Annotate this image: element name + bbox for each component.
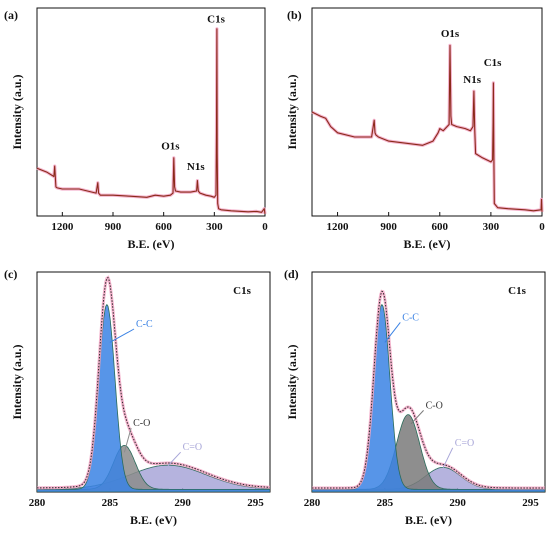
component-cc: [312, 303, 545, 492]
x-tick-label: 300: [206, 221, 223, 233]
x-tick-label: 290: [174, 497, 191, 509]
y-axis-label: Intensity (a.u.): [10, 74, 24, 149]
measured-data: [37, 276, 270, 489]
panel-label: (c): [4, 267, 17, 281]
chart-title: C1s: [508, 285, 526, 297]
label-arrow: [167, 451, 181, 466]
x-tick-label: 0: [262, 221, 268, 233]
x-tick-label: 285: [102, 497, 119, 509]
y-axis-label: Intensity (a.u.): [10, 344, 24, 419]
spectrum-envelope: [311, 43, 544, 213]
panel-b: (b) 1200 900 600 300 0 B.E. (eV) Intensity (a.u…: [285, 7, 545, 251]
component-label: C-C: [402, 312, 419, 323]
component-label: C=O: [183, 442, 203, 453]
fit-envelope: [37, 275, 270, 490]
plot-frame: [36, 271, 271, 493]
component-cc: [37, 303, 270, 492]
fit-envelope: [312, 289, 545, 490]
spectrum-line: [311, 44, 543, 212]
panel-c: (c) 280 285 290 295 B.E. (eV) Intensity (a.u.)…: [4, 267, 271, 527]
x-tick-label: 0: [539, 221, 545, 233]
x-tick-label: 290: [449, 497, 466, 509]
x-tick-label: 1200: [51, 221, 74, 233]
panel-label: (a): [4, 8, 18, 22]
peak-label: N1s: [463, 74, 481, 86]
peak-label: O1s: [441, 28, 460, 40]
x-axis-label: B.E. (eV): [404, 237, 451, 251]
fit-area: [312, 289, 545, 492]
x-tick-label: 1200: [327, 221, 350, 233]
label-arrow: [442, 447, 454, 469]
chart-title: C1s: [233, 285, 251, 297]
panel-d: (d) 280 285 290 295 B.E. (eV) Intensity (a.u.)…: [284, 267, 546, 527]
panel-label: (d): [284, 267, 299, 281]
label-arrow: [123, 427, 132, 453]
x-axis-label: B.E. (eV): [405, 513, 452, 527]
measured-data: [312, 290, 545, 489]
x-tick-label: 280: [29, 497, 46, 509]
x-tick-label: 600: [432, 221, 449, 233]
x-tick-label: 295: [522, 497, 539, 509]
x-tick-label: 600: [155, 221, 172, 233]
y-axis-label: Intensity (a.u.): [285, 74, 299, 149]
component-label: C=O: [455, 438, 475, 449]
spectrum-line: [36, 28, 266, 214]
peak-label: O1s: [161, 140, 180, 152]
x-tick-label: 900: [380, 221, 397, 233]
panel-a: (a) 1200 900 600 300 0 B.E. (eV) Intensity (a.u…: [4, 7, 268, 251]
x-tick-label: 300: [483, 221, 500, 233]
y-axis-label: Intensity (a.u.): [285, 344, 299, 419]
label-arrow: [109, 328, 135, 343]
plot-frame: [311, 271, 546, 493]
spectrum-envelope: [36, 27, 267, 215]
x-tick-label: 280: [304, 497, 321, 509]
x-axis-label: B.E. (eV): [130, 513, 177, 527]
component-label: C-O: [426, 400, 443, 411]
peak-label: C1s: [484, 57, 502, 69]
label-arrow: [384, 322, 401, 343]
panel-label: (b): [287, 8, 302, 22]
peak-label: C1s: [207, 14, 225, 26]
x-tick-label: 285: [377, 497, 394, 509]
x-axis-label: B.E. (eV): [128, 237, 175, 251]
plot-frame: [311, 7, 543, 217]
component-label: C-O: [133, 418, 150, 429]
fit-area: [37, 275, 270, 492]
label-arrow: [410, 410, 424, 425]
plot-frame: [36, 7, 266, 217]
x-tick-label: 295: [247, 497, 264, 509]
component-label: C-C: [136, 319, 153, 330]
x-tick-label: 900: [105, 221, 122, 233]
peak-label: N1s: [187, 161, 205, 173]
